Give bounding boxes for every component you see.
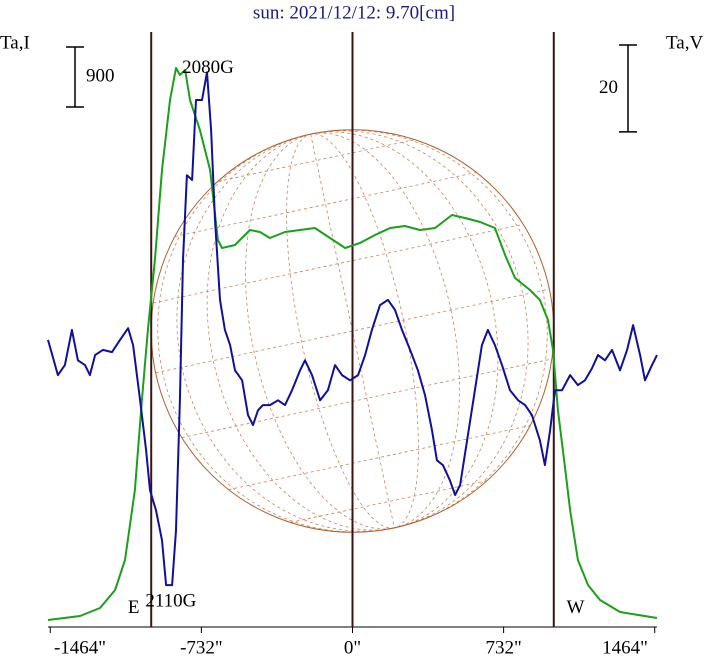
annotation: W [566, 597, 584, 618]
data-line [47, 71, 658, 587]
y2-axis-label: Ta,V [666, 32, 703, 53]
x-tick-label: -732" [180, 637, 223, 658]
meridian [310, 134, 395, 528]
y-axis-label: Ta,I [0, 32, 30, 53]
parallel [155, 288, 550, 374]
x-tick-label: -1464" [54, 637, 106, 658]
scale-bar-label: 900 [86, 65, 115, 86]
scale-bar-label: 20 [599, 77, 618, 98]
x-tick-label: 0" [344, 637, 361, 658]
x-tick-label: 1464" [602, 637, 648, 658]
chart-title: sun: 2021/12/12: 9.70[cm] [253, 2, 455, 23]
x-tick-label: 732" [485, 637, 521, 658]
annotation: 2110G [145, 590, 196, 611]
annotation: 2080G [182, 57, 234, 78]
data-line [47, 67, 658, 621]
annotation: E [128, 597, 140, 618]
